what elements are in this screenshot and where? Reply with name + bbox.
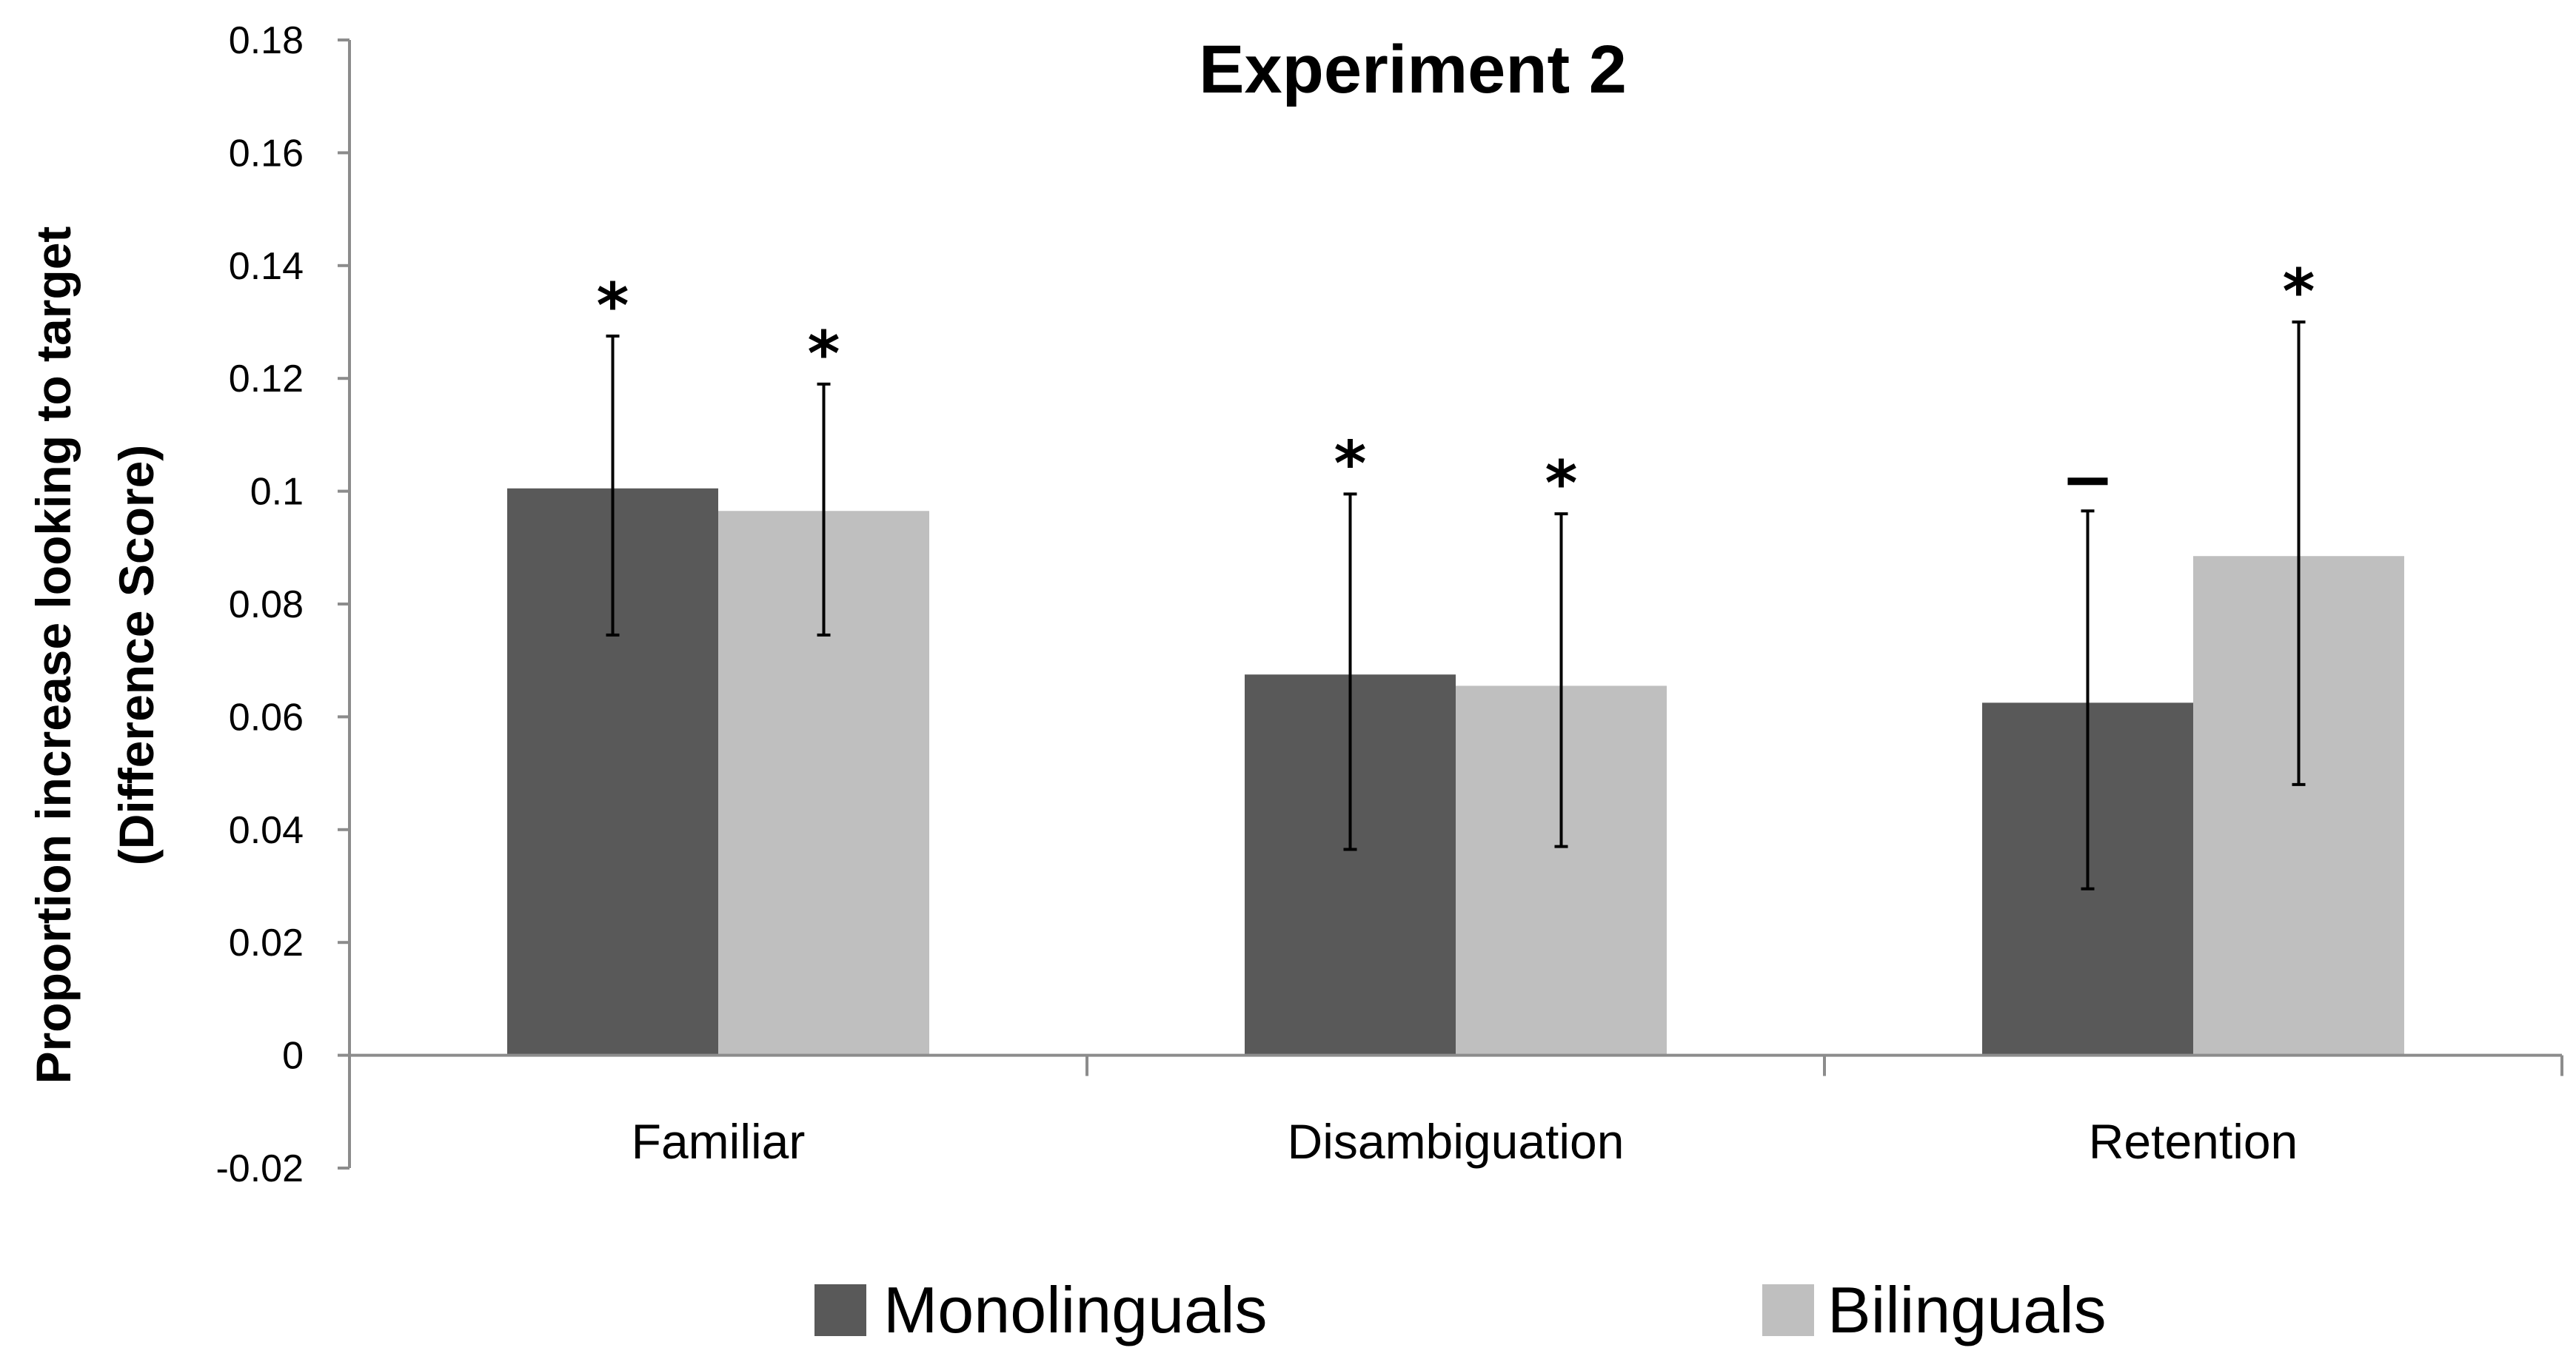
y-tick-labels: -0.02 0 0.02 0.04 0.06 0.08 0.1 0.12 0.14 0.16 0.1…: [215, 19, 304, 1190]
y-axis-label-line2: (Difference Score): [109, 445, 164, 866]
legend: Monolinguals Bilinguals: [814, 1273, 2107, 1346]
y-tick-label: 0.08: [229, 583, 304, 626]
significance-star: *: [597, 269, 629, 342]
significance-markers: * * * * *: [597, 255, 2315, 520]
x-tick-label: Disambiguation: [1288, 1114, 1625, 1169]
x-tick-label: Familiar: [632, 1114, 806, 1169]
trend-marker: [2067, 477, 2108, 486]
significance-star: *: [808, 318, 840, 390]
axes: [338, 38, 2563, 1170]
significance-star: *: [1545, 447, 1578, 520]
x-tick-labels: Familiar Disambiguation Retention: [632, 1114, 2298, 1169]
y-tick-label: 0.02: [229, 922, 304, 965]
y-tick-label: 0.14: [229, 245, 304, 288]
error-bars: [606, 321, 2306, 890]
x-tick-label: Retention: [2089, 1114, 2298, 1169]
significance-star: *: [2283, 255, 2315, 328]
y-tick-label: 0.04: [229, 809, 304, 852]
chart-title: Experiment 2: [1199, 32, 1627, 107]
y-tick-label: 0.1: [250, 471, 304, 514]
y-tick-label: 0.12: [229, 358, 304, 400]
bars: [507, 488, 2404, 1056]
y-axis-label-line1: Proportion increase looking to target: [26, 227, 81, 1084]
y-tick-label: 0.06: [229, 696, 304, 739]
legend-label-bilinguals: Bilinguals: [1827, 1273, 2107, 1346]
y-tick-label: 0.16: [229, 132, 304, 175]
significance-star: *: [1334, 427, 1367, 500]
y-tick-label: -0.02: [215, 1147, 304, 1190]
y-tick-label: 0.18: [229, 19, 304, 62]
legend-label-monolinguals: Monolinguals: [883, 1273, 1268, 1346]
legend-swatch-bilinguals: [1762, 1284, 1814, 1336]
y-axis-label: Proportion increase looking to target (D…: [26, 227, 164, 1084]
legend-swatch-monolinguals: [814, 1284, 866, 1336]
y-tick-label: 0: [282, 1035, 304, 1078]
